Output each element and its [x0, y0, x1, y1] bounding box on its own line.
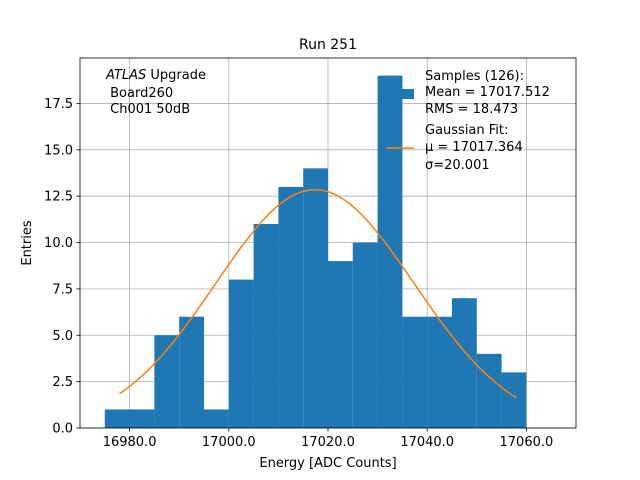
y-tick-label: 2.5: [52, 375, 73, 390]
legend-samples-text: Samples (126):: [425, 69, 524, 84]
y-tick-label: 12.5: [44, 190, 73, 205]
y-tick-label: 7.5: [52, 282, 73, 297]
legend-samples-swatch: [386, 89, 414, 99]
legend: Samples (126): Mean = 17017.512 RMS = 18…: [386, 69, 550, 173]
annotation-atlas: ATLAS: [105, 68, 146, 83]
x-tick-label: 17020.0: [301, 435, 355, 450]
svg-text:ATLAS Upgrade: ATLAS Upgrade: [105, 68, 206, 83]
histogram-bar: [452, 298, 477, 428]
annotation-board: Board260: [106, 86, 173, 101]
histogram-bar: [303, 168, 328, 428]
x-tick-label: 17060.0: [500, 435, 554, 450]
y-tick-label: 15.0: [44, 143, 73, 158]
y-tick-label: 10.0: [44, 236, 73, 251]
x-tick-label: 16980.0: [103, 435, 157, 450]
histogram-bar: [377, 75, 403, 428]
legend-samples-text: RMS = 18.473: [425, 102, 518, 117]
histogram-bar: [476, 353, 502, 428]
legend-fit-text: σ=20.001: [425, 158, 490, 173]
histogram-bar: [352, 242, 378, 428]
x-axis-label: Energy [ADC Counts]: [259, 456, 396, 471]
legend-fit-text: Gaussian Fit:: [425, 123, 508, 138]
legend-fit-text: μ = 17017.364: [425, 140, 523, 155]
histogram-bar: [427, 316, 452, 428]
histogram-bar: [402, 316, 428, 428]
x-tick-label: 17040.0: [400, 435, 454, 450]
legend-samples-text: Mean = 17017.512: [425, 85, 550, 100]
chart-title: Run 251: [299, 37, 357, 53]
annotation-upgrade: Upgrade: [146, 68, 206, 83]
histogram-bars: [104, 75, 527, 428]
x-tick-label: 17000.0: [202, 435, 256, 450]
y-tick-label: 5.0: [52, 329, 73, 344]
histogram-bar: [179, 316, 204, 428]
y-tick-label: 17.5: [44, 97, 73, 112]
histogram-bar: [104, 409, 155, 428]
histogram-bar: [228, 279, 254, 428]
annotation: ATLAS Upgrade Board260 Ch001 50dB: [105, 68, 206, 117]
histogram-bar: [204, 409, 229, 428]
annotation-channel: Ch001 50dB: [106, 102, 190, 117]
gaussian-fit-line: [119, 188, 517, 399]
y-axis-ticks: 0.0 2.5 5.0 7.5 10.0 12.5 15.0 17.5: [44, 97, 80, 437]
histogram-bar: [253, 223, 279, 428]
histogram-bar: [328, 261, 353, 428]
histogram-bar: [278, 186, 304, 428]
x-axis-ticks: 16980.0 17000.0 17020.0 17040.0 17060.0: [103, 428, 554, 450]
y-tick-label: 0.0: [52, 422, 73, 437]
histogram-bar: [501, 372, 527, 428]
y-axis-label: Entries: [20, 220, 35, 266]
